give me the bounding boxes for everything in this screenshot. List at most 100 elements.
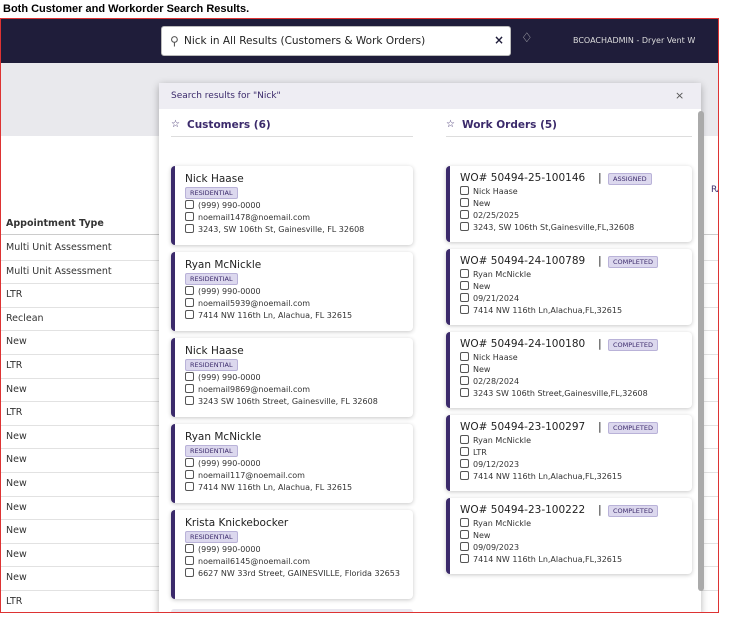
work-order-status: COMPLETED <box>608 505 658 517</box>
column-header: Appointment Type <box>6 218 104 229</box>
detail-text: 7414 NW 116th Ln,Alachua,FL,32615 <box>473 306 623 315</box>
work-order-number: WO# 50494-24-100789 <box>460 255 586 267</box>
detail-text: New <box>473 282 491 291</box>
detail-icon <box>460 388 469 397</box>
row-cell: New <box>6 478 27 489</box>
column-heading: ☆ Work Orders (5) <box>446 119 692 137</box>
row-cell: LTR <box>6 360 23 371</box>
row-cell: New <box>6 525 27 537</box>
detail-text: 02/28/2024 <box>473 377 520 386</box>
customer-card: Ryan McNickle RESIDENTIAL (999) 990-0000 no… <box>171 424 413 503</box>
detail-icon <box>460 542 469 551</box>
scrollbar <box>698 111 704 591</box>
work-order-address: 3243 SW 106th Street,Gainesville,FL,3260… <box>460 388 648 398</box>
bell-icon[interactable]: ♢ <box>521 31 533 46</box>
more-customers-button[interactable]: +1 more customers <box>171 609 413 612</box>
user-label: BCOACHADMIN - Dryer Vent W <box>573 36 696 45</box>
separator: | <box>598 503 602 516</box>
detail-text: 7414 NW 116th Ln, Alachua, FL 32615 <box>198 311 353 320</box>
customer-type: RESIDENTIAL <box>185 187 238 199</box>
row-cell: New <box>6 548 27 560</box>
detail-text: 09/21/2024 <box>473 294 520 303</box>
detail-text: Ryan McNickle <box>473 436 532 445</box>
detail-text: (999) 990-0000 <box>198 201 261 210</box>
detail-icon <box>185 286 194 295</box>
detail-icon <box>185 482 194 491</box>
work-order-status: COMPLETED <box>608 256 658 268</box>
detail-text: Nick Haase <box>473 353 518 362</box>
row-cell: Multi Unit Assessment <box>6 242 112 253</box>
detail-icon <box>460 281 469 290</box>
row-cell: New <box>6 501 27 513</box>
work-order-card: WO# 50494-23-100222 | COMPLETED Ryan McNick… <box>446 498 692 574</box>
heading-icon: ☆ <box>171 119 180 130</box>
customer-phone: (999) 990-0000 <box>185 372 261 382</box>
work-order-customer: Ryan McNickle <box>460 518 531 528</box>
detail-icon <box>185 212 194 221</box>
detail-text: 3243 SW 106th Street,Gainesville,FL,3260… <box>473 389 648 398</box>
close-button[interactable]: × <box>675 89 685 102</box>
caption: Both Customer and Workorder Search Resul… <box>3 3 250 15</box>
detail-text: 3243 SW 106th Street, Gainesville, FL 32… <box>198 397 378 406</box>
heading-text: Customers (6) <box>187 119 271 131</box>
row-cell: New <box>6 572 27 584</box>
detail-icon <box>185 458 194 467</box>
customer-name: Nick Haase <box>185 345 244 357</box>
panel-header: Search results for "Nick" × <box>159 83 701 109</box>
panel-title: Search results for "Nick" <box>171 91 281 101</box>
customer-phone: (999) 990-0000 <box>185 458 261 468</box>
work-order-card: WO# 50494-24-100789 | COMPLETED Ryan McNick… <box>446 249 692 325</box>
detail-text: 09/12/2023 <box>473 460 520 469</box>
detail-text: Ryan McNickle <box>473 519 532 528</box>
detail-text: noemail6145@noemail.com <box>198 557 311 566</box>
work-order-type: New <box>460 364 490 374</box>
detail-text: 7414 NW 116th Ln,Alachua,FL,32615 <box>473 555 623 564</box>
detail-text: 3243, SW 106th St, Gainesville, FL 32608 <box>198 225 365 234</box>
row-cell: LTR <box>6 407 23 419</box>
detail-icon <box>460 518 469 527</box>
customer-name: Nick Haase <box>185 173 244 185</box>
detail-icon <box>460 305 469 314</box>
detail-text: 6627 NW 33rd Street, GAINESVILLE, Florid… <box>198 569 400 578</box>
search-box[interactable]: ⚲ Nick in All Results (Customers & Work … <box>161 26 511 56</box>
work-order-card: WO# 50494-25-100146 | ASSIGNED Nick Haase Ne… <box>446 166 692 242</box>
top-bar: ⚲ Nick in All Results (Customers & Work … <box>1 19 718 63</box>
detail-icon <box>460 186 469 195</box>
work-order-date: 09/21/2024 <box>460 293 519 303</box>
detail-icon <box>185 544 194 553</box>
work-order-address: 7414 NW 116th Ln,Alachua,FL,32615 <box>460 305 622 315</box>
detail-text: (999) 990-0000 <box>198 459 261 468</box>
customer-name: Ryan McNickle <box>185 259 262 271</box>
partial-header: RA <box>711 185 718 195</box>
work-order-customer: Nick Haase <box>460 352 518 362</box>
row-cell: New <box>6 383 27 395</box>
detail-text: New <box>473 365 491 374</box>
clear-button[interactable]: × <box>494 33 505 47</box>
work-order-number: WO# 50494-23-100222 <box>460 504 586 516</box>
detail-icon <box>460 198 469 207</box>
row-cell: LTR <box>6 596 23 607</box>
work-order-card: WO# 50494-23-100297 | COMPLETED Ryan McNick… <box>446 415 692 491</box>
detail-text: noemail117@noemail.com <box>198 471 305 480</box>
detail-icon <box>460 293 469 302</box>
row-cell: LTR <box>6 289 23 301</box>
detail-text: New <box>473 531 491 540</box>
detail-text: New <box>473 199 491 208</box>
detail-icon <box>460 222 469 231</box>
row-cell: New <box>6 430 27 442</box>
work-order-status: ASSIGNED <box>608 173 652 185</box>
detail-icon <box>185 384 194 393</box>
customer-card: Nick Haase RESIDENTIAL (999) 990-0000 noema… <box>171 166 413 245</box>
customer-phone: (999) 990-0000 <box>185 286 261 296</box>
work-order-date: 02/28/2024 <box>460 376 519 386</box>
separator: | <box>598 420 602 433</box>
work-order-customer: Ryan McNickle <box>460 435 531 445</box>
customer-address: 6627 NW 33rd Street, GAINESVILLE, Florid… <box>185 568 405 578</box>
work-order-date: 09/12/2023 <box>460 459 519 469</box>
work-order-number: WO# 50494-25-100146 <box>460 172 586 184</box>
work-order-customer: Ryan McNickle <box>460 269 531 279</box>
customer-address: 3243, SW 106th St, Gainesville, FL 32608 <box>185 224 364 234</box>
detail-text: Ryan McNickle <box>473 270 532 279</box>
detail-text: 3243, SW 106th St,Gainesville,FL,32608 <box>473 223 635 232</box>
